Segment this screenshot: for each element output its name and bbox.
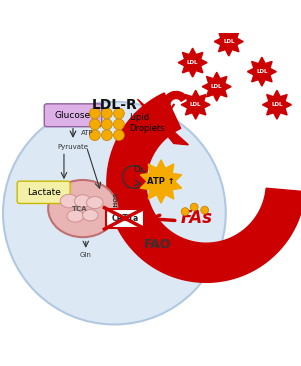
Circle shape: [113, 119, 124, 130]
Text: O₂: O₂: [134, 165, 143, 174]
Text: LDL: LDL: [187, 60, 198, 65]
Text: OXPHOS: OXPHOS: [113, 192, 118, 219]
Text: CPT1a: CPT1a: [111, 214, 138, 223]
Circle shape: [101, 108, 112, 119]
Text: LDL-R: LDL-R: [92, 98, 137, 112]
Polygon shape: [262, 90, 291, 119]
Text: TCA: TCA: [72, 206, 88, 212]
Polygon shape: [141, 160, 182, 203]
Ellipse shape: [86, 197, 103, 209]
Text: ATP: ATP: [80, 130, 93, 137]
Ellipse shape: [48, 180, 117, 237]
Text: ATP ↑: ATP ↑: [147, 177, 175, 186]
Text: LDL: LDL: [190, 102, 201, 107]
Text: LDL: LDL: [271, 102, 283, 107]
Circle shape: [190, 203, 198, 211]
Text: LDL: LDL: [223, 39, 234, 44]
Ellipse shape: [67, 210, 83, 222]
Polygon shape: [178, 48, 207, 77]
Ellipse shape: [60, 194, 78, 208]
Text: Pyruvate: Pyruvate: [57, 144, 88, 150]
Polygon shape: [181, 90, 210, 119]
Ellipse shape: [82, 209, 98, 221]
Polygon shape: [214, 27, 243, 56]
Circle shape: [101, 119, 112, 130]
Text: Gln: Gln: [80, 252, 92, 258]
Circle shape: [89, 130, 100, 141]
Text: Glucose: Glucose: [55, 111, 91, 120]
Circle shape: [113, 130, 124, 141]
Ellipse shape: [74, 195, 91, 208]
Circle shape: [201, 206, 209, 214]
Text: Lactate: Lactate: [27, 188, 61, 197]
Polygon shape: [247, 57, 276, 86]
Text: FAs: FAs: [181, 209, 213, 227]
Text: LDL: LDL: [211, 84, 222, 89]
Circle shape: [113, 108, 124, 119]
Text: FAO: FAO: [144, 238, 172, 251]
Polygon shape: [107, 93, 301, 282]
Polygon shape: [202, 72, 231, 101]
FancyBboxPatch shape: [44, 104, 102, 127]
FancyBboxPatch shape: [17, 181, 70, 203]
Polygon shape: [138, 99, 188, 145]
Circle shape: [89, 108, 100, 119]
Text: Lipid
Droplets: Lipid Droplets: [129, 113, 165, 133]
Circle shape: [3, 102, 226, 325]
Circle shape: [101, 130, 112, 141]
FancyBboxPatch shape: [106, 209, 144, 228]
Text: LDL: LDL: [256, 69, 268, 74]
Circle shape: [89, 119, 100, 130]
Circle shape: [181, 208, 189, 216]
